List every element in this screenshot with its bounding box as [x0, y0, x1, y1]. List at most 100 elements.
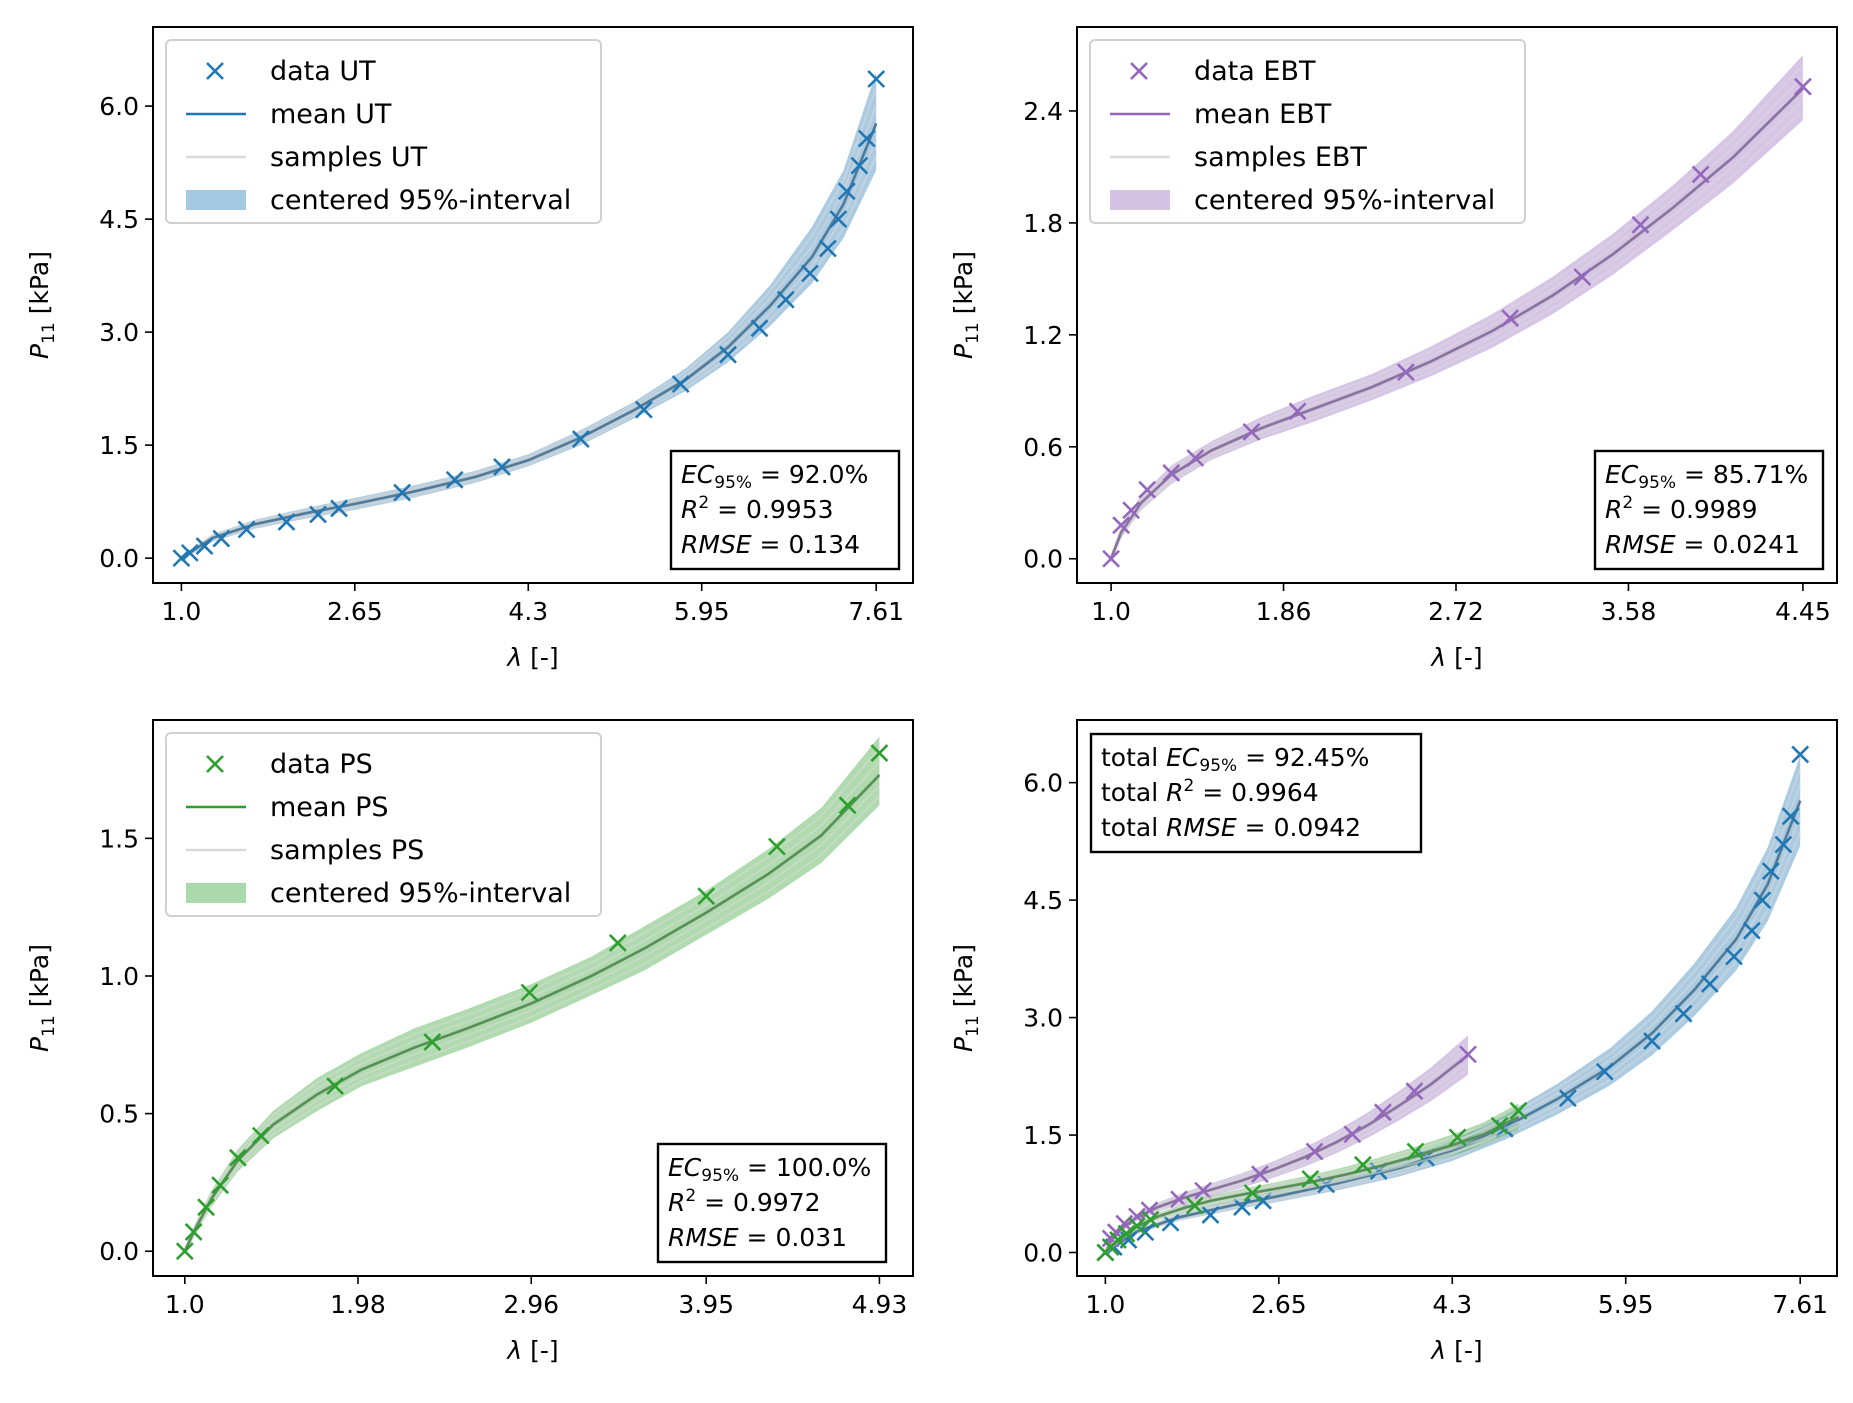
plot-area: [172, 70, 886, 568]
data-point-marker: [1243, 1184, 1262, 1202]
plot-area: [1102, 55, 1812, 568]
stats-box: total EC95% = 92.45%total R2 = 0.9964 tot…: [1089, 732, 1423, 854]
data-point-marker: [423, 1033, 442, 1051]
y-tick-label: 1.8: [1023, 209, 1063, 238]
y-tick-label: 0.0: [1023, 545, 1063, 574]
sample-curve: [183, 747, 881, 1250]
data-point-marker: [237, 520, 256, 539]
y-tick-label: 3.0: [99, 318, 139, 347]
sample-curve: [180, 139, 878, 560]
data-point-marker: [571, 430, 590, 449]
data-point-marker: [184, 1223, 203, 1241]
data-point-marker: [1448, 1128, 1467, 1147]
data-point-marker: [767, 837, 786, 856]
legend: data UT mean UT samples UT centered 95%-int…: [165, 39, 602, 224]
legend-label: mean EBT: [1194, 99, 1332, 130]
plot-area: [1096, 745, 1810, 1262]
data-point-marker: [1109, 1231, 1127, 1249]
stats-box-frame: [1089, 732, 1423, 854]
x-tick-label: 4.93: [852, 1290, 908, 1319]
stats-line: R2 = 0.9972: [668, 1186, 821, 1217]
x-axis-label: λ [-]: [505, 1336, 558, 1365]
data-point-marker: [1343, 1125, 1362, 1144]
y-tick-label: 0.6: [1023, 433, 1063, 462]
data-point-marker: [212, 529, 231, 548]
data-point-marker: [1186, 449, 1205, 467]
data-point-marker: [1405, 1082, 1424, 1101]
axes-frame: [152, 719, 914, 1277]
data-point-marker: [719, 345, 737, 364]
x-tick-label: 2.96: [503, 1290, 559, 1319]
legend-marker-band: [186, 883, 246, 903]
data-point-marker: [493, 458, 511, 476]
data-point-marker: [1595, 1062, 1614, 1081]
data-point-marker: [801, 264, 819, 283]
legend-marker-band: [1110, 190, 1170, 210]
data-point-marker: [1406, 1142, 1425, 1161]
legend-box: [165, 39, 602, 224]
legend-label: mean UT: [270, 99, 392, 130]
stats-line: total EC95% = 92.45%: [1101, 743, 1369, 776]
data-point-marker: [1490, 1116, 1509, 1135]
sample-curve: [1104, 784, 1802, 1253]
data-point-marker: [1631, 215, 1650, 234]
data-point-marker: [1791, 745, 1810, 764]
axes-frame: [152, 26, 914, 584]
x-axis-label: λ [-]: [1429, 1336, 1482, 1365]
data-point-marker: [1112, 516, 1131, 535]
data-point-marker: [1141, 1210, 1160, 1229]
x-tick-label: 4.3: [508, 597, 548, 626]
legend-label: centered 95%-interval: [270, 878, 571, 909]
data-point-marker: [1288, 402, 1307, 421]
legend-marker-band: [186, 190, 246, 210]
data-point-marker: [870, 744, 889, 762]
data-point-marker: [867, 70, 886, 88]
x-tick-label: 2.65: [1251, 1290, 1307, 1319]
x-tick-label: 7.61: [848, 597, 904, 626]
y-tick-label: 1.2: [1023, 321, 1063, 350]
data-point-marker: [829, 210, 848, 229]
data-point-marker: [1761, 862, 1780, 881]
y-tick-label: 1.5: [99, 431, 139, 460]
legend-label: data EBT: [1194, 56, 1316, 87]
x-tick-label: 1.0: [161, 597, 201, 626]
legend: data EBT mean EBT samples EBT centered 95%-…: [1089, 39, 1526, 224]
x-tick-label: 1.0: [1085, 1290, 1125, 1319]
y-tick-label: 4.5: [1023, 886, 1063, 915]
sample-curve: [1110, 98, 1804, 561]
stats-line: EC95% = 85.71%: [1605, 460, 1808, 493]
data-point-marker: [1233, 1198, 1251, 1217]
x-tick-label: 7.61: [1772, 1290, 1828, 1319]
axes-frame: [1076, 26, 1838, 584]
chart-panel-bottom-right: 1.0 2.65 4.3 5.95 7.61 0.0 1.5 3.0 4.5 6.0 λ [-] P1…: [949, 719, 1838, 1365]
y-tick-label: 6.0: [99, 92, 139, 121]
legend-marker-data: [206, 62, 224, 80]
data-point-marker: [1138, 480, 1157, 499]
y-axis-label: P11 [kPa]: [949, 944, 983, 1052]
data-point-marker: [1201, 1206, 1220, 1224]
data-point-marker: [671, 375, 690, 394]
data-point-marker: [1373, 1103, 1392, 1122]
data-point-marker: [445, 470, 464, 489]
chart-panel-top-left: 1.0 2.65 4.3 5.95 7.61 0.0 1.5 3.0 4.5 6.0 λ [-] P1…: [25, 26, 914, 672]
legend-label: data PS: [270, 749, 373, 780]
legend-marker-data: [206, 755, 224, 773]
legend-label: samples EBT: [1194, 142, 1367, 173]
legend-label: centered 95%-interval: [270, 185, 571, 216]
data-point-marker: [393, 483, 412, 502]
y-tick-label: 1.5: [99, 824, 139, 853]
sample-curve: [1104, 831, 1802, 1256]
x-tick-label: 1.98: [330, 1290, 386, 1319]
data-point-marker: [1102, 549, 1121, 568]
stats-line: R2 = 0.9953: [681, 493, 834, 524]
data-point-marker: [1793, 77, 1812, 96]
stats-line: total R2 = 0.9964: [1101, 776, 1319, 807]
x-tick-label: 2.72: [1428, 597, 1484, 626]
x-tick-label: 4.3: [1432, 1290, 1472, 1319]
y-tick-label: 6.0: [1023, 769, 1063, 798]
data-point-marker: [251, 1126, 270, 1145]
sample-curve: [1110, 76, 1804, 558]
data-point-marker: [277, 513, 296, 531]
y-axis-label: P11 [kPa]: [949, 251, 983, 359]
data-point-marker: [1691, 165, 1710, 184]
